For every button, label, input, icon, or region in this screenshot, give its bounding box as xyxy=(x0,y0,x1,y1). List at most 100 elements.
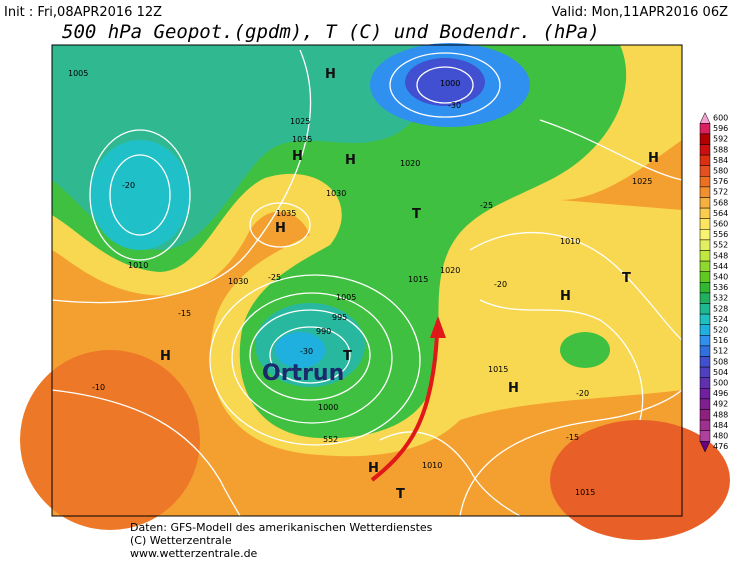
legend-label: 508 xyxy=(713,357,728,366)
isobar xyxy=(249,309,371,401)
temperature-label: -15 xyxy=(566,433,579,442)
pressure-high: H xyxy=(275,221,286,236)
legend-swatch xyxy=(699,303,711,315)
pressure-low: T xyxy=(622,271,631,286)
legend-swatch xyxy=(699,250,711,262)
legend-swatch xyxy=(699,356,711,368)
legend-label: 552 xyxy=(713,241,728,250)
legend-label: 572 xyxy=(713,188,728,197)
legend-label: 548 xyxy=(713,251,728,260)
isobar-label: 1010 xyxy=(560,237,580,246)
legend-label: 488 xyxy=(713,410,728,419)
legend-label: 500 xyxy=(713,379,728,388)
legend-swatch xyxy=(699,197,711,209)
legend-label: 492 xyxy=(713,400,728,409)
legend-label: 544 xyxy=(713,262,728,271)
legend-label: 576 xyxy=(713,177,728,186)
legend-label: 504 xyxy=(713,368,728,377)
isobar-label: 995 xyxy=(332,313,347,322)
isobar xyxy=(249,202,311,248)
pressure-high: H xyxy=(345,153,356,168)
arrow-head xyxy=(430,316,446,338)
cold-core xyxy=(405,58,485,106)
isobar-label: 990 xyxy=(316,327,331,336)
temperature-label: -30 xyxy=(448,101,461,110)
color-legend: 6005965925885845805765725685645605565525… xyxy=(699,112,728,453)
legend-swatch xyxy=(699,186,711,198)
warm-area xyxy=(550,420,730,540)
legend-swatch xyxy=(699,313,711,325)
isobar-label: 1020 xyxy=(440,266,460,275)
legend-label: 528 xyxy=(713,304,728,313)
legend-swatch xyxy=(699,218,711,230)
legend-swatch xyxy=(699,366,711,378)
legend-swatch xyxy=(699,112,711,124)
legend-swatch xyxy=(699,271,711,283)
legend-label: 524 xyxy=(713,315,728,324)
legend-label: 532 xyxy=(713,294,728,303)
temperature-label: -20 xyxy=(122,181,135,190)
storm-name: Ortrun xyxy=(262,361,344,386)
valid-time: Valid: Mon,11APR2016 06Z xyxy=(552,5,728,20)
legend-label: 580 xyxy=(713,167,728,176)
pressure-low: T xyxy=(343,349,352,364)
legend-swatch xyxy=(699,441,711,453)
footer-line: (C) Wetterzentrale xyxy=(130,534,232,547)
isobar-label: 1030 xyxy=(228,277,248,286)
temperature-label: -30 xyxy=(300,347,313,356)
legend-swatch xyxy=(699,282,711,294)
legend-swatch xyxy=(699,260,711,272)
isobar-label: 1015 xyxy=(488,365,508,374)
legend-label: 596 xyxy=(713,124,728,133)
pressure-high: H xyxy=(368,461,379,476)
isohypse-label: 552 xyxy=(323,435,338,444)
init-time: Init : Fri,08APR2016 12Z xyxy=(4,5,162,20)
legend-label: 584 xyxy=(713,156,728,165)
isobar xyxy=(469,232,683,341)
legend-swatch xyxy=(699,229,711,241)
temperature-label: -25 xyxy=(480,201,493,210)
legend-label: 568 xyxy=(713,198,728,207)
legend-label: 496 xyxy=(713,389,728,398)
legend-swatch xyxy=(699,292,711,304)
map-title: 500 hPa Geopot.(gpdm), T (C) und Bodendr… xyxy=(62,21,600,43)
pressure-low: T xyxy=(412,207,421,222)
footer-line: www.wetterzentrale.de xyxy=(130,547,258,560)
legend-swatch xyxy=(699,207,711,219)
legend-swatch xyxy=(699,239,711,251)
legend-swatch xyxy=(699,409,711,421)
legend-swatch xyxy=(699,377,711,389)
legend-label: 520 xyxy=(713,326,728,335)
isobar xyxy=(269,326,351,384)
legend-swatch xyxy=(699,144,711,156)
isobar-label: 1030 xyxy=(326,189,346,198)
cold-core xyxy=(275,332,325,368)
isobar xyxy=(231,292,393,424)
legend-swatch xyxy=(699,123,711,135)
pressure-high: H xyxy=(160,349,171,364)
isobar-label: 1005 xyxy=(68,69,88,78)
legend-swatch xyxy=(699,165,711,177)
storm-track-arrow xyxy=(370,334,439,482)
pressure-high: H xyxy=(560,289,571,304)
legend-label: 556 xyxy=(713,230,728,239)
isobar xyxy=(416,66,474,104)
legend-label: 536 xyxy=(713,283,728,292)
legend-label: 516 xyxy=(713,336,728,345)
legend-label: 476 xyxy=(713,442,728,451)
legend-swatch xyxy=(699,398,711,410)
legend-swatch xyxy=(699,154,711,166)
isobar xyxy=(389,52,501,118)
temperature-label: -20 xyxy=(576,389,589,398)
temperature-label: -15 xyxy=(178,309,191,318)
legend-swatch xyxy=(699,345,711,357)
map-frame xyxy=(51,44,683,517)
temperature-label: -10 xyxy=(92,383,105,392)
temperature-label: -20 xyxy=(494,280,507,289)
isobar-label: 1010 xyxy=(128,261,148,270)
isobar xyxy=(479,299,644,421)
isobar-label: 1000 xyxy=(440,79,460,88)
legend-swatch xyxy=(699,335,711,347)
